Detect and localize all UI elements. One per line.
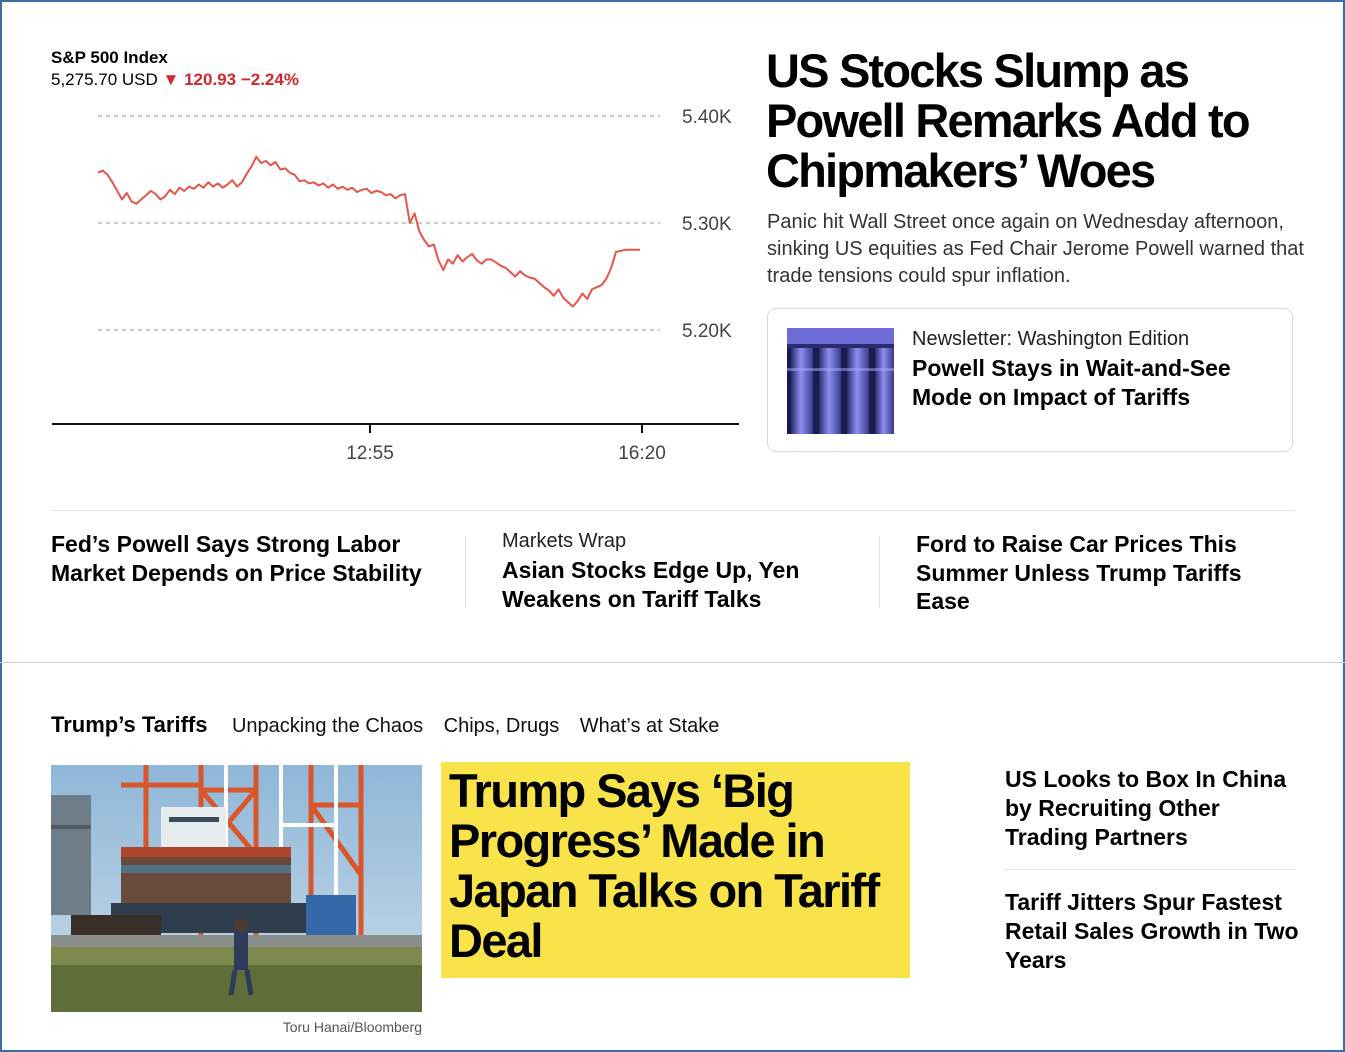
- column-divider: [465, 536, 466, 608]
- section-divider: [0, 662, 1345, 663]
- chart-title[interactable]: S&P 500 Index: [51, 48, 168, 67]
- nav-link-whats-at-stake[interactable]: What’s at Stake: [579, 715, 720, 737]
- down-arrow-icon: ▼: [162, 70, 180, 89]
- newsletter-title[interactable]: Powell Stays in Wait-and-See Mode on Imp…: [912, 355, 1231, 410]
- x-tick-label: 12:55: [346, 443, 394, 464]
- side-story-retail-sales[interactable]: Tariff Jitters Spur Fastest Retail Sales…: [1005, 889, 1299, 973]
- story-ford-prices[interactable]: Ford to Raise Car Prices This Summer Unl…: [916, 531, 1242, 614]
- section-nav: Trump’s Tariffs Unpacking the Chaos Chip…: [51, 712, 735, 738]
- series-line: [97, 155, 640, 308]
- chart-quote: 5,275.70 USD ▼ 120.93 −2.24%: [51, 70, 299, 90]
- feature-headline[interactable]: Trump Says ‘Big Progress’ Made in Japan …: [449, 764, 880, 967]
- story-asian-stocks[interactable]: Asian Stocks Edge Up, Yen Weakens on Tar…: [502, 557, 800, 612]
- newsletter-card[interactable]: Newsletter: Washington Edition Powell St…: [767, 308, 1293, 452]
- side-divider: [1005, 869, 1295, 870]
- sp500-chart[interactable]: 5.40K 5.30K 5.20K 12:55 16:20: [40, 95, 760, 475]
- y-tick-label: 5.20K: [682, 321, 732, 342]
- nav-link-unpacking[interactable]: Unpacking the Chaos: [231, 715, 424, 737]
- main-dek: Panic hit Wall Street once again on Wedn…: [767, 211, 1304, 287]
- column-divider: [879, 536, 880, 608]
- story-powell-labor[interactable]: Fed’s Powell Says Strong Labor Market De…: [51, 531, 422, 586]
- y-tick-label: 5.30K: [682, 214, 732, 235]
- columns-image[interactable]: [787, 328, 894, 434]
- feature-block[interactable]: Trump Says ‘Big Progress’ Made in Japan …: [441, 762, 910, 978]
- port-photo[interactable]: [51, 765, 422, 1012]
- main-headline[interactable]: US Stocks Slump as Powell Remarks Add to…: [766, 44, 1251, 197]
- side-story-china[interactable]: US Looks to Box In China by Recruiting O…: [1005, 766, 1287, 850]
- y-tick-label: 5.40K: [682, 107, 732, 128]
- chart-price: 5,275.70 USD: [51, 70, 158, 89]
- newsletter-kicker[interactable]: Newsletter: Washington Edition: [912, 328, 1190, 350]
- photo-credit: Toru Hanai/Bloomberg: [282, 1019, 422, 1035]
- section-title[interactable]: Trump’s Tariffs: [51, 712, 208, 737]
- story-kicker-markets-wrap[interactable]: Markets Wrap: [502, 530, 627, 552]
- x-tick-label: 16:20: [618, 443, 666, 464]
- chart-change-pct: −2.24%: [240, 70, 299, 89]
- nav-link-chips-drugs[interactable]: Chips, Drugs: [443, 715, 560, 737]
- row-divider: [51, 510, 1295, 511]
- chart-change: 120.93: [184, 70, 237, 89]
